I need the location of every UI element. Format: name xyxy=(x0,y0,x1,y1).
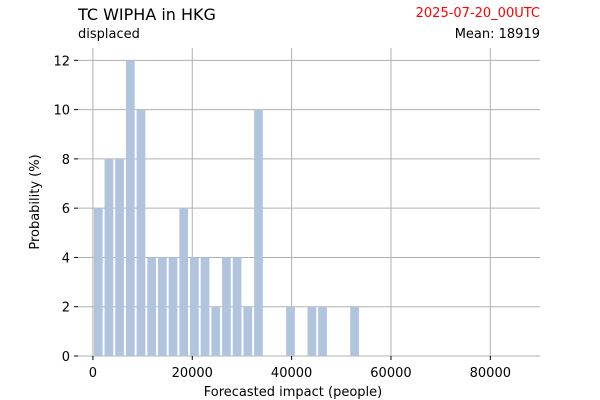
chart-subtitle: displaced xyxy=(78,27,140,42)
histogram-bar xyxy=(147,257,156,356)
histogram-bar xyxy=(136,109,146,356)
histogram-bar xyxy=(200,257,210,356)
histogram-bar xyxy=(232,257,242,356)
histogram-bar xyxy=(211,306,221,356)
x-tick-label: 80000 xyxy=(470,366,511,381)
x-axis-label: Forecasted impact (people) xyxy=(204,385,382,400)
histogram-bar xyxy=(104,158,114,356)
histogram-bar xyxy=(179,208,189,356)
y-axis: 0 2 4 6 8 10 12 xyxy=(53,54,78,365)
y-tick-label: 6 xyxy=(62,202,70,217)
histogram-bar xyxy=(115,158,124,356)
histogram-bar xyxy=(286,306,295,356)
histogram-bar xyxy=(307,306,317,356)
bars xyxy=(93,60,359,356)
x-tick-label: 0 xyxy=(89,366,97,381)
histogram-bar xyxy=(318,306,327,356)
y-tick-label: 2 xyxy=(62,301,70,316)
histogram-bar xyxy=(157,257,167,356)
histogram-bar xyxy=(93,208,103,356)
forecast-date: 2025-07-20_00UTC xyxy=(415,6,540,21)
y-tick-label: 12 xyxy=(53,54,70,69)
histogram-bar xyxy=(222,257,231,356)
y-tick-label: 0 xyxy=(62,350,70,365)
mean-value: Mean: 18919 xyxy=(454,27,540,42)
histogram-bar xyxy=(243,306,253,356)
y-axis-label: Probability (%) xyxy=(28,154,43,249)
y-tick-label: 10 xyxy=(53,104,70,119)
y-tick-label: 4 xyxy=(62,251,70,266)
histogram-bar xyxy=(190,257,199,356)
histogram-bar xyxy=(168,257,178,356)
x-tick-label: 40000 xyxy=(271,366,312,381)
histogram-bar xyxy=(254,109,263,356)
chart-title: TC WIPHA in HKG xyxy=(78,5,216,24)
x-tick-label: 20000 xyxy=(172,366,213,381)
histogram-bar xyxy=(350,306,359,356)
x-axis: 0 20000 40000 60000 80000 xyxy=(89,356,511,381)
y-tick-label: 8 xyxy=(62,153,70,168)
histogram-bar xyxy=(125,60,135,356)
x-tick-label: 60000 xyxy=(370,366,411,381)
